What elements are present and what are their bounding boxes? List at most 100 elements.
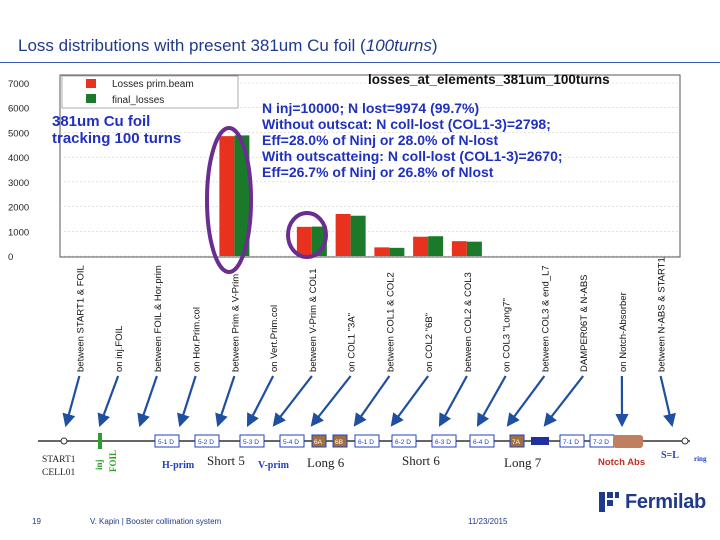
lattice-magnet-label: 6-4 D: [473, 439, 489, 446]
pointer-arrow: [215, 375, 236, 428]
y-tick-label: 4000: [8, 153, 29, 164]
logo-text: Fermilab: [625, 490, 706, 513]
section-long7: Long 7: [504, 455, 542, 470]
bar-losses-prim: [219, 136, 235, 256]
grid: [60, 82, 680, 257]
legend-label-green: final_losses: [112, 95, 164, 106]
pointer-arrow: [438, 375, 468, 427]
lattice-magnet-label: 7-2 D: [593, 439, 609, 446]
lattice-start: START1: [42, 455, 76, 465]
y-tick-label: 1000: [8, 227, 29, 238]
footer-date: 11/23/2015: [468, 517, 508, 526]
section-short6: Short 6: [402, 453, 440, 468]
bar-losses-prim: [451, 241, 467, 256]
x-category-label: on COL2 "6B": [424, 313, 435, 372]
bar-losses-prim: [296, 226, 312, 256]
lattice-magnet: [559, 434, 585, 448]
pointer-arrow: [62, 375, 81, 428]
x-category-label: between START1 & FOIL: [75, 265, 86, 372]
legend: Losses prim.beam final_losses: [61, 75, 239, 109]
lattice-diagram: 5-1 D 5-2 D 5-3 D 5-4 D 6A 6B 6-1 D 6-2 D 6-3 D 6…: [38, 433, 707, 478]
pointer-arrow: [390, 375, 430, 427]
pointer-arrow: [246, 375, 275, 427]
section-long6: Long 6: [307, 455, 345, 470]
slide-title: Loss distributions with present 381um Cu…: [18, 36, 438, 56]
pointer-arrow: [177, 375, 197, 428]
title-main: Loss distributions with present 381um Cu…: [18, 36, 366, 55]
pointer-arrow: [543, 375, 584, 427]
bar-losses-prim: [374, 247, 390, 256]
title-end: ): [431, 36, 438, 55]
end-marker: [681, 437, 689, 445]
annotation-stats-2: Without outscat: N coll-lost (COL1-3)=27…: [262, 116, 551, 132]
foil-marker: [98, 433, 102, 449]
footer-author: V. Kapin | Booster collimation system: [90, 517, 222, 526]
lattice-magnet: [469, 434, 495, 448]
pointer-arrow: [476, 375, 507, 427]
pointer-arrow: [137, 375, 158, 428]
pointer-arrow: [97, 375, 120, 428]
lattice-inj: inj: [94, 459, 104, 470]
pointer-arrow: [310, 375, 352, 427]
lattice-magnet: [354, 434, 380, 448]
x-category-label: on COL3 "Long7": [502, 298, 513, 372]
lattice-notch: Notch Abs: [598, 457, 645, 468]
lattice-magnet-label: 5-2 D: [198, 439, 214, 446]
x-category-label: between V-Prim & COL1: [308, 269, 319, 373]
lattice-magnet-label: 7-1 D: [563, 439, 579, 446]
lattice-magnet-label: 6-1 D: [358, 439, 374, 446]
lattice-magnet-label: 6A: [314, 439, 323, 446]
annotation-tracking: tracking 100 turns: [52, 130, 181, 147]
section-short5: Short 5: [207, 453, 245, 468]
bar-final-losses: [466, 241, 482, 256]
bars: [219, 135, 482, 256]
pointer-arrow: [272, 375, 313, 427]
y-tick-label: 7000: [8, 79, 29, 90]
annotation-stats-1: N inj=10000; N lost=9974 (99.7%): [262, 100, 479, 116]
lattice-magnet-label: 5-4 D: [283, 439, 299, 446]
bar-losses-prim: [413, 236, 429, 256]
lattice-magnet: [311, 434, 327, 448]
y-tick-label: 2000: [8, 203, 29, 214]
damper-marker: [531, 437, 549, 445]
lattice-magnets: 5-1 D 5-2 D 5-3 D 5-4 D 6A 6B 6-1 D 6-2 D 6-3 D 6…: [154, 434, 615, 448]
lattice-end-sub: ring: [694, 455, 707, 463]
legend-swatch-red: [86, 79, 96, 88]
fermilab-icon: [599, 492, 619, 512]
annotation-foil: 381um Cu foil: [52, 113, 150, 130]
title-italic: 100turns: [365, 36, 432, 55]
lattice-magnet: [509, 434, 525, 448]
bar-final-losses: [428, 236, 444, 256]
annotation-stats-4: With outscatteing: N coll-lost (COL1-3)=…: [262, 148, 563, 164]
x-category-label: between COL3 & end_L7: [540, 265, 551, 372]
x-category-label: between FOIL & Hor.prim: [153, 265, 164, 372]
x-category-label: on inj.FOIL: [114, 326, 125, 372]
x-category-label: DAMPER06T & N-ABS: [579, 275, 590, 373]
lattice-magnet-label: 6-3 D: [435, 439, 451, 446]
x-category-label: on COL1 "3A": [347, 313, 358, 372]
lattice-magnet: [332, 434, 348, 448]
title-rule: [0, 62, 720, 63]
lattice-magnet-label: 6-2 D: [395, 439, 411, 446]
lattice-magnet: [154, 434, 180, 448]
chart-title: losses_at_elements_381um_100turns: [368, 72, 610, 87]
annotation-stats-3: Eff=28.0% of Ninj or 28.0% of N-lost: [262, 132, 498, 148]
x-category-label: on Notch-Absorber: [618, 292, 629, 372]
lattice-magnet-label: 6B: [335, 439, 343, 446]
x-category-label: on Hor.Prim.col: [192, 307, 203, 372]
y-tick-label: 6000: [8, 104, 29, 115]
legend-label-red: Losses prim.beam: [112, 79, 194, 90]
annotation-stats-5: Eff=26.7% of Ninj or 26.8% of Nlost: [262, 164, 494, 180]
y-axis: 0 1000 2000 3000 4000 5000 6000 7000: [8, 79, 29, 263]
bar-losses-prim: [335, 213, 351, 256]
x-category-label: on Vert.Prim.col: [269, 305, 280, 372]
y-tick-label: 5000: [8, 128, 29, 139]
lattice-magnet: [431, 434, 457, 448]
lattice-magnet-label: 5-1 D: [158, 439, 174, 446]
x-axis-labels: between START1 & FOIL on inj.FOIL between …: [75, 257, 667, 372]
y-tick-label: 3000: [8, 178, 29, 189]
lattice-magnet-label: 5-3 D: [243, 439, 259, 446]
y-tick-label: 0: [8, 252, 13, 263]
highlight-circle-col1: [286, 211, 328, 259]
lattice-magnet: [391, 434, 417, 448]
